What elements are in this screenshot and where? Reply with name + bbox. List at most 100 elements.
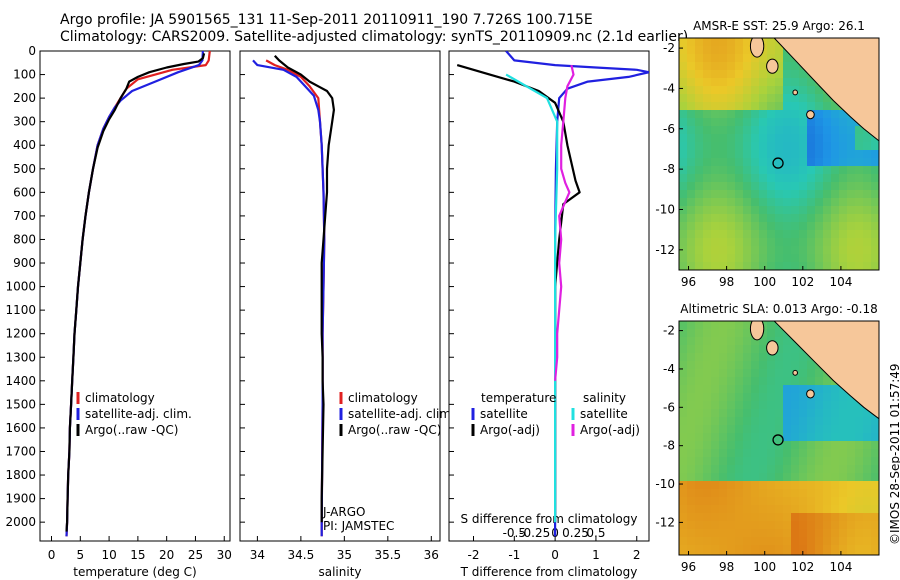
heatmap-cell (775, 142, 784, 151)
heatmap-cell (751, 417, 760, 426)
heatmap-cell (743, 214, 752, 223)
heatmap-cell (679, 481, 688, 490)
island-shape (806, 389, 815, 399)
heatmap-cell (767, 110, 776, 119)
heatmap-cell (687, 553, 696, 555)
heatmap-cell (687, 222, 696, 231)
heatmap-cell (751, 78, 760, 87)
heatmap-cell (735, 246, 744, 255)
heatmap-cell (719, 513, 728, 522)
heatmap-cell (759, 238, 768, 247)
heatmap-cell (799, 126, 808, 135)
heatmap-cell (703, 38, 712, 47)
heatmap-cell (703, 110, 712, 119)
heatmap-cell (799, 214, 808, 223)
heatmap-cell (823, 150, 832, 159)
heatmap-cell (791, 553, 800, 555)
heatmap-cell (799, 537, 808, 546)
heatmap-cell (735, 182, 744, 191)
heatmap-cell (791, 246, 800, 255)
heatmap-cell (871, 150, 879, 159)
heatmap-cell (743, 337, 752, 346)
heatmap-cell (751, 166, 760, 175)
legend-header: temperature (481, 391, 556, 405)
heatmap-cell (719, 409, 728, 418)
heatmap-cell (815, 118, 824, 127)
heatmap-cell (735, 118, 744, 127)
map-sla-heatmap (679, 321, 879, 555)
heatmap-cell (695, 198, 704, 207)
x-tick-label: 0 (48, 548, 56, 562)
heatmap-cell (839, 489, 848, 498)
y-tick-label: 1700 (5, 444, 36, 458)
heatmap-cell (703, 385, 712, 394)
x-axis-label: temperature (deg C) (73, 565, 196, 579)
heatmap-cell (751, 465, 760, 474)
heatmap-cell (871, 182, 879, 191)
heatmap-cell (687, 465, 696, 474)
heatmap-cell (783, 134, 792, 143)
heatmap-cell (847, 150, 856, 159)
heatmap-cell (679, 385, 688, 394)
heatmap-cell (687, 433, 696, 442)
heatmap-cell (767, 513, 776, 522)
heatmap-cell (727, 222, 736, 231)
heatmap-cell (847, 457, 856, 466)
heatmap-cell (703, 118, 712, 127)
heatmap-cell (703, 513, 712, 522)
heatmap-cell (871, 441, 879, 450)
heatmap-cell (767, 262, 776, 270)
heatmap-cell (743, 70, 752, 79)
heatmap-cell (703, 537, 712, 546)
heatmap-cell (767, 142, 776, 151)
heatmap-cell (759, 489, 768, 498)
heatmap-cell (863, 481, 872, 490)
heatmap-cell (703, 190, 712, 199)
heatmap-cell (687, 545, 696, 554)
heatmap-cell (711, 110, 720, 119)
heatmap-cell (863, 214, 872, 223)
heatmap-cell (711, 409, 720, 418)
heatmap-cell (727, 214, 736, 223)
heatmap-cell (807, 433, 816, 442)
heatmap-cell (679, 94, 688, 103)
heatmap-cell (679, 214, 688, 223)
heatmap-cell (695, 94, 704, 103)
island-shape (806, 110, 815, 120)
heatmap-cell (727, 537, 736, 546)
heatmap-cell (791, 425, 800, 434)
heatmap-cell (791, 190, 800, 199)
heatmap-cell (711, 54, 720, 63)
x-tick-label: 25 (188, 548, 203, 562)
heatmap-cell (823, 102, 832, 111)
heatmap-cell (807, 214, 816, 223)
heatmap-cell (783, 198, 792, 207)
heatmap-cell (743, 401, 752, 410)
heatmap-cell (743, 369, 752, 378)
heatmap-cell (735, 222, 744, 231)
heatmap-cell (727, 166, 736, 175)
heatmap-cell (871, 545, 879, 554)
heatmap-cell (727, 441, 736, 450)
heatmap-cell (703, 393, 712, 402)
heatmap-cell (735, 345, 744, 354)
heatmap-cell (679, 401, 688, 410)
heatmap-cell (735, 254, 744, 263)
heatmap-cell (759, 513, 768, 522)
heatmap-cell (839, 417, 848, 426)
heatmap-cell (799, 521, 808, 530)
heatmap-cell (759, 206, 768, 215)
heatmap-cell (679, 118, 688, 127)
heatmap-cell (703, 449, 712, 458)
heatmap-cell (847, 465, 856, 474)
heatmap-cell (815, 222, 824, 231)
heatmap-cell (775, 254, 784, 263)
heatmap-cell (735, 238, 744, 247)
heatmap-cell (719, 190, 728, 199)
heatmap-cell (767, 134, 776, 143)
heatmap-cell (863, 198, 872, 207)
heatmap-cell (823, 118, 832, 127)
heatmap-cell (711, 393, 720, 402)
heatmap-cell (679, 182, 688, 191)
heatmap-cell (807, 529, 816, 538)
